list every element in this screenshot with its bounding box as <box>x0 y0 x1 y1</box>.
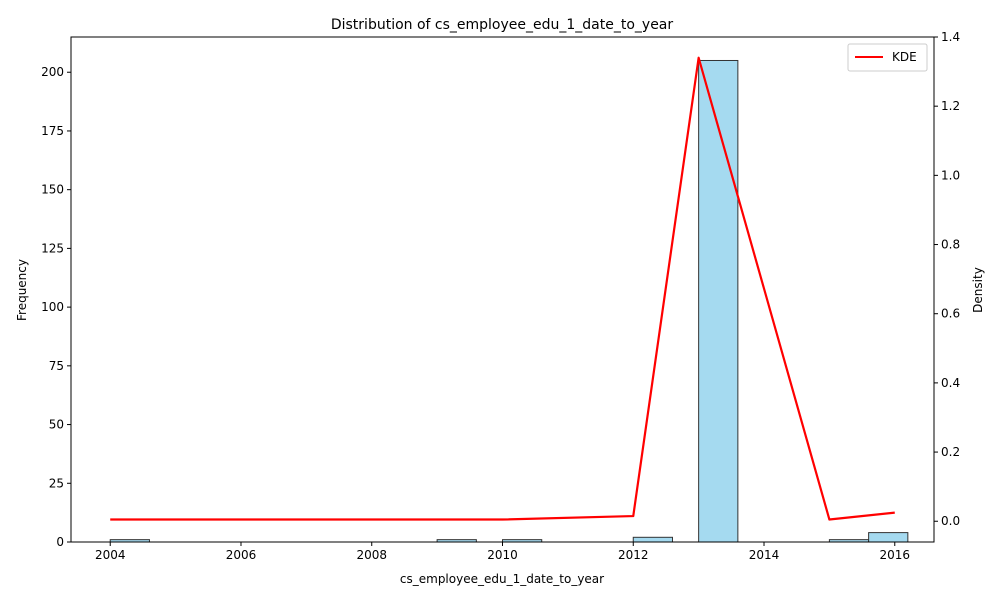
kde-line <box>110 56 895 521</box>
kde-layer <box>110 56 895 521</box>
y2-tick-label: 0.0 <box>941 514 960 528</box>
y2-axis-label: Density <box>971 267 985 313</box>
x-tick-label: 2014 <box>749 548 780 562</box>
x-tick-label: 2016 <box>879 548 910 562</box>
y2-tick-label: 1.0 <box>941 168 960 182</box>
histogram-bar <box>632 536 673 543</box>
y-axis-ticks: 0 25 50 75 100 125 150 175 200 <box>41 65 71 549</box>
y-tick-label: 200 <box>41 65 64 79</box>
legend-box <box>847 43 928 72</box>
histogram-bar <box>698 59 739 543</box>
legend-kde-label: KDE <box>892 50 917 64</box>
y2-tick-label: 0.4 <box>941 376 960 390</box>
chart-title: Distribution of cs_employee_edu_1_date_t… <box>331 17 674 33</box>
x-axis-label: cs_employee_edu_1_date_to_year <box>400 572 604 586</box>
y-tick-label: 75 <box>49 359 64 373</box>
y2-tick-label: 0.6 <box>941 307 960 321</box>
y-tick-label: 150 <box>41 183 64 197</box>
x-axis-ticks: 2004 2006 2008 2010 2012 2014 2016 <box>95 542 910 562</box>
y2-tick-label: 1.2 <box>941 99 960 113</box>
x-tick-label: 2010 <box>487 548 518 562</box>
y2-tick-label: 0.2 <box>941 445 960 459</box>
histogram-bar <box>868 532 909 543</box>
y-tick-label: 125 <box>41 241 64 255</box>
y2-tick-label: 1.4 <box>941 30 960 44</box>
y-tick-label: 25 <box>49 476 64 490</box>
x-tick-label: 2006 <box>226 548 257 562</box>
legend: KDE <box>847 43 928 72</box>
x-tick-label: 2004 <box>95 548 126 562</box>
x-tick-label: 2008 <box>356 548 387 562</box>
y-tick-label: 0 <box>56 535 64 549</box>
y-tick-label: 175 <box>41 124 64 138</box>
y-tick-label: 100 <box>41 300 64 314</box>
y-axis-label: Frequency <box>15 259 29 321</box>
y2-tick-label: 0.8 <box>941 238 960 252</box>
x-tick-label: 2012 <box>618 548 649 562</box>
y-tick-label: 50 <box>49 418 64 432</box>
y2-axis-ticks: 0.0 0.2 0.4 0.6 0.8 1.0 1.2 1.4 <box>934 30 960 528</box>
